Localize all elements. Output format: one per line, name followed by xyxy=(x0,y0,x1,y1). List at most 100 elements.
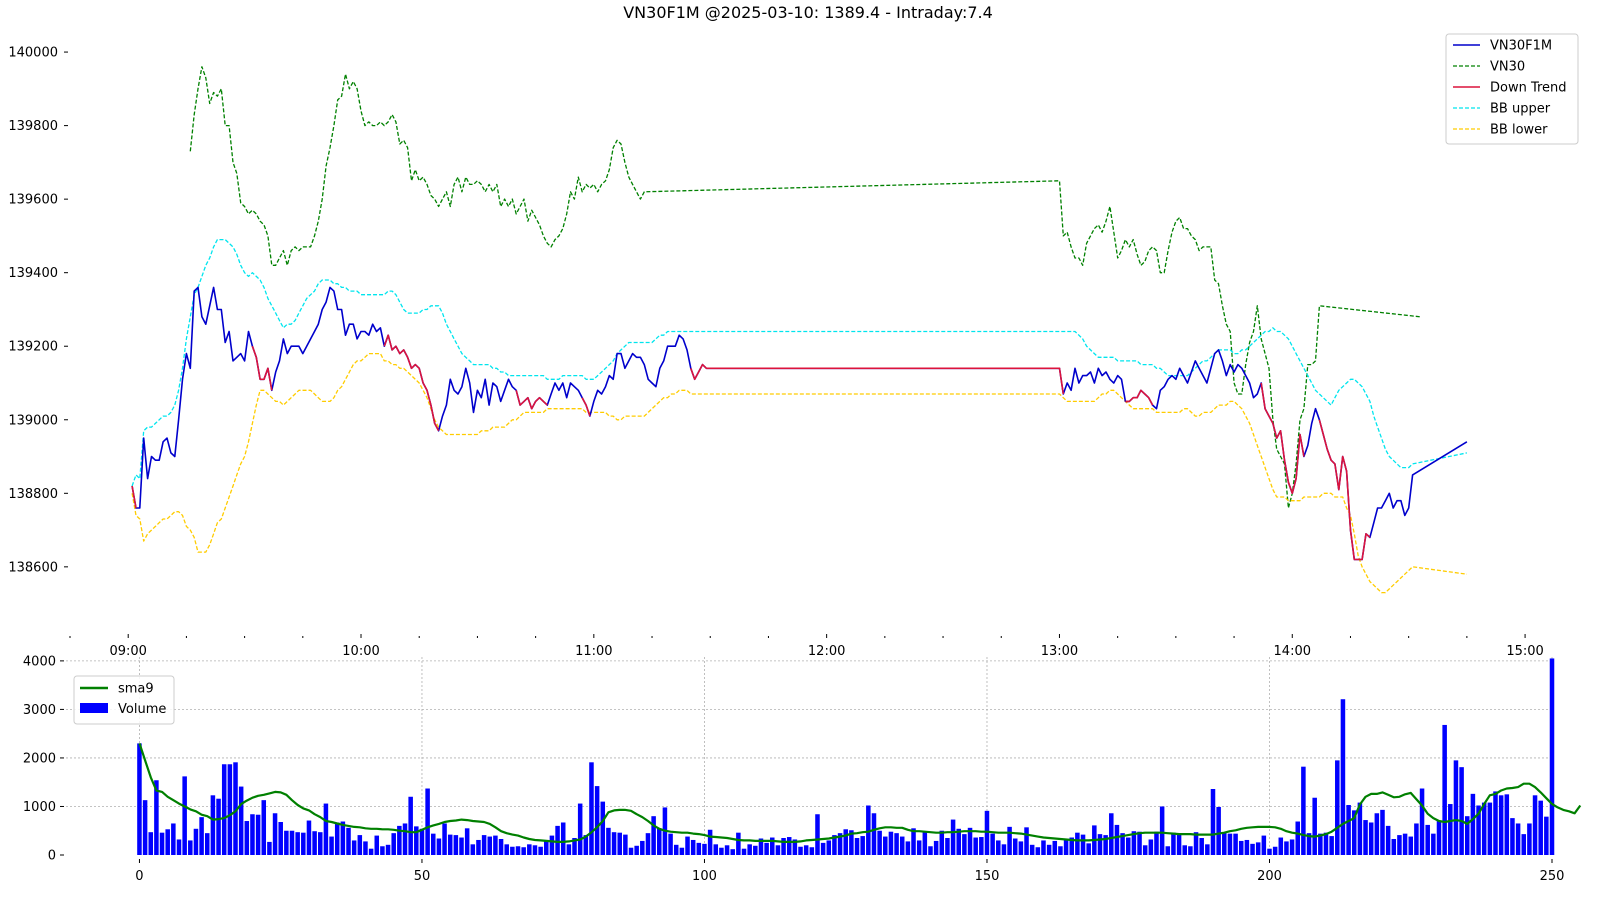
volume-bars xyxy=(137,658,1555,855)
volume-bar xyxy=(137,743,142,855)
volume-bar xyxy=(295,832,300,855)
price-y-tick-label: 140000 xyxy=(8,46,58,61)
volume-bar xyxy=(905,841,911,855)
price-x-tick-label: 13:00 xyxy=(1041,644,1078,659)
volume-bar xyxy=(380,846,385,855)
volume-bar xyxy=(1346,805,1351,855)
volume-bar xyxy=(544,840,549,855)
volume-bar xyxy=(1278,837,1284,855)
volume-y-tick-label: 3000 xyxy=(23,703,56,718)
volume-bar xyxy=(1165,846,1171,855)
volume-bar xyxy=(916,840,922,855)
volume-bar xyxy=(306,820,312,855)
volume-bar xyxy=(843,829,848,855)
volume-bar xyxy=(1052,840,1058,855)
price-x-tick-label: 15:00 xyxy=(1506,644,1543,659)
volume-bar xyxy=(1063,838,1069,855)
volume-bar xyxy=(233,762,238,855)
volume-bar xyxy=(798,846,803,855)
volume-bar xyxy=(1544,816,1549,855)
volume-bar xyxy=(470,844,476,855)
volume-bar xyxy=(1385,825,1391,855)
volume-bar xyxy=(244,821,250,855)
volume-bar xyxy=(272,813,278,855)
volume-bar xyxy=(1075,832,1080,855)
volume-bar xyxy=(1001,844,1007,855)
volume-bar xyxy=(600,801,606,855)
volume-bar xyxy=(724,845,730,855)
volume-bar xyxy=(1470,793,1476,855)
volume-bar xyxy=(651,816,656,855)
volume-bar xyxy=(278,822,283,855)
volume-bar xyxy=(165,829,170,855)
price-y-tick-label: 139200 xyxy=(8,340,58,355)
volume-bar xyxy=(329,836,334,855)
volume-bar xyxy=(1176,834,1182,855)
volume-bar xyxy=(346,827,351,855)
price-legend: VN30F1M VN30 Down Trend BB upper BB lowe… xyxy=(1445,33,1579,145)
price-x-tick-label: 10:00 xyxy=(342,644,379,659)
volume-bar xyxy=(911,828,916,855)
volume-bar xyxy=(419,828,425,855)
volume-bar xyxy=(820,842,826,855)
volume-bar xyxy=(555,825,560,855)
volume-bar xyxy=(702,843,707,855)
volume-bar xyxy=(933,840,939,855)
volume-bar xyxy=(1493,791,1498,855)
volume-bar xyxy=(447,834,453,855)
volume-bar xyxy=(640,840,645,855)
volume-bar xyxy=(261,800,267,855)
volume-bar xyxy=(498,838,504,855)
volume-bar xyxy=(357,835,363,855)
legend-label-bb-upper: BB upper xyxy=(1490,102,1551,117)
volume-bar xyxy=(1069,837,1074,855)
volume-x-tick-label: 200 xyxy=(1257,869,1282,884)
volume-bar xyxy=(1035,847,1041,855)
volume-bar xyxy=(1532,795,1538,855)
volume-bar xyxy=(1408,836,1414,855)
series-vn30f1m-line xyxy=(131,286,1468,561)
volume-bar xyxy=(894,833,899,855)
volume-bar xyxy=(1199,838,1204,855)
volume-bar xyxy=(476,839,481,855)
volume-bar xyxy=(1448,804,1453,855)
volume-bar xyxy=(1109,813,1114,855)
price-y-tick-label: 138600 xyxy=(8,560,58,575)
volume-bar xyxy=(928,846,933,855)
volume-bar xyxy=(487,836,493,855)
series-down-trend-segment xyxy=(131,485,137,509)
volume-bar xyxy=(176,839,182,855)
volume-bar xyxy=(1007,826,1012,855)
volume-bar xyxy=(809,847,815,855)
volume-bar xyxy=(803,845,809,855)
volume-bar xyxy=(1414,823,1419,855)
volume-bar xyxy=(945,838,950,855)
volume-bar xyxy=(770,837,775,855)
volume-y-tick-label: 0 xyxy=(48,849,56,864)
price-legend-box xyxy=(1445,33,1579,145)
volume-bar xyxy=(1323,832,1329,855)
price-y-tick-label: 139000 xyxy=(8,413,58,428)
volume-bar xyxy=(1425,824,1430,855)
volume-bar xyxy=(1504,794,1510,855)
volume-bar xyxy=(527,844,532,855)
volume-bar xyxy=(1289,839,1295,855)
volume-bar xyxy=(210,795,216,855)
volume-bar xyxy=(1515,823,1521,855)
volume-bar xyxy=(792,839,798,855)
volume-bar xyxy=(832,835,837,855)
volume-bar xyxy=(510,846,515,855)
volume-bar xyxy=(950,819,956,855)
volume-bar xyxy=(515,846,521,855)
volume-x-tick-label: 50 xyxy=(414,869,431,884)
volume-bar xyxy=(221,764,227,855)
volume-bar xyxy=(1205,844,1210,855)
series-down-trend-segment xyxy=(1260,382,1305,495)
series-down-trend-segment xyxy=(690,363,1065,395)
volume-bar xyxy=(1402,833,1408,855)
volume-bar xyxy=(267,841,272,855)
volume-bar xyxy=(532,845,538,855)
volume-bar xyxy=(730,849,735,855)
volume-bar xyxy=(871,813,877,855)
